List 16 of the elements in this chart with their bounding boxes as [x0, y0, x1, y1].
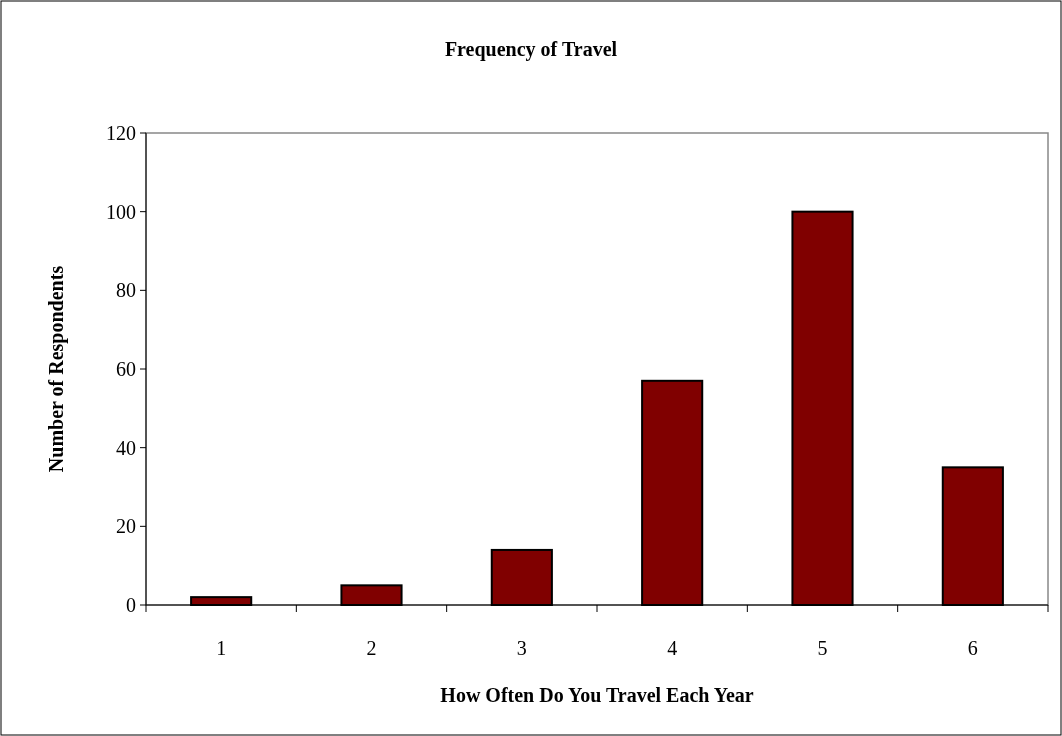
- x-tick-label: 4: [667, 637, 678, 659]
- x-tick-label: 2: [366, 637, 377, 659]
- x-tick-label: 1: [216, 637, 227, 659]
- y-tick-label: 40: [116, 436, 136, 459]
- y-tick-label: 100: [106, 200, 136, 223]
- x-axis-title: How Often Do You Travel Each Year: [440, 684, 754, 706]
- y-axis-title: Number of Respondents: [45, 265, 68, 473]
- y-tick-label: 20: [116, 515, 136, 538]
- x-tick-label: 3: [516, 637, 527, 659]
- chart-title: Frequency of Travel: [444, 38, 618, 61]
- y-tick-label: 0: [126, 594, 136, 616]
- y-tick-label: 120: [106, 122, 136, 144]
- y-tick-label: 60: [116, 358, 136, 380]
- x-tick-label: 5: [817, 637, 828, 659]
- y-tick-label: 80: [116, 279, 136, 302]
- x-tick-label: 6: [967, 637, 978, 659]
